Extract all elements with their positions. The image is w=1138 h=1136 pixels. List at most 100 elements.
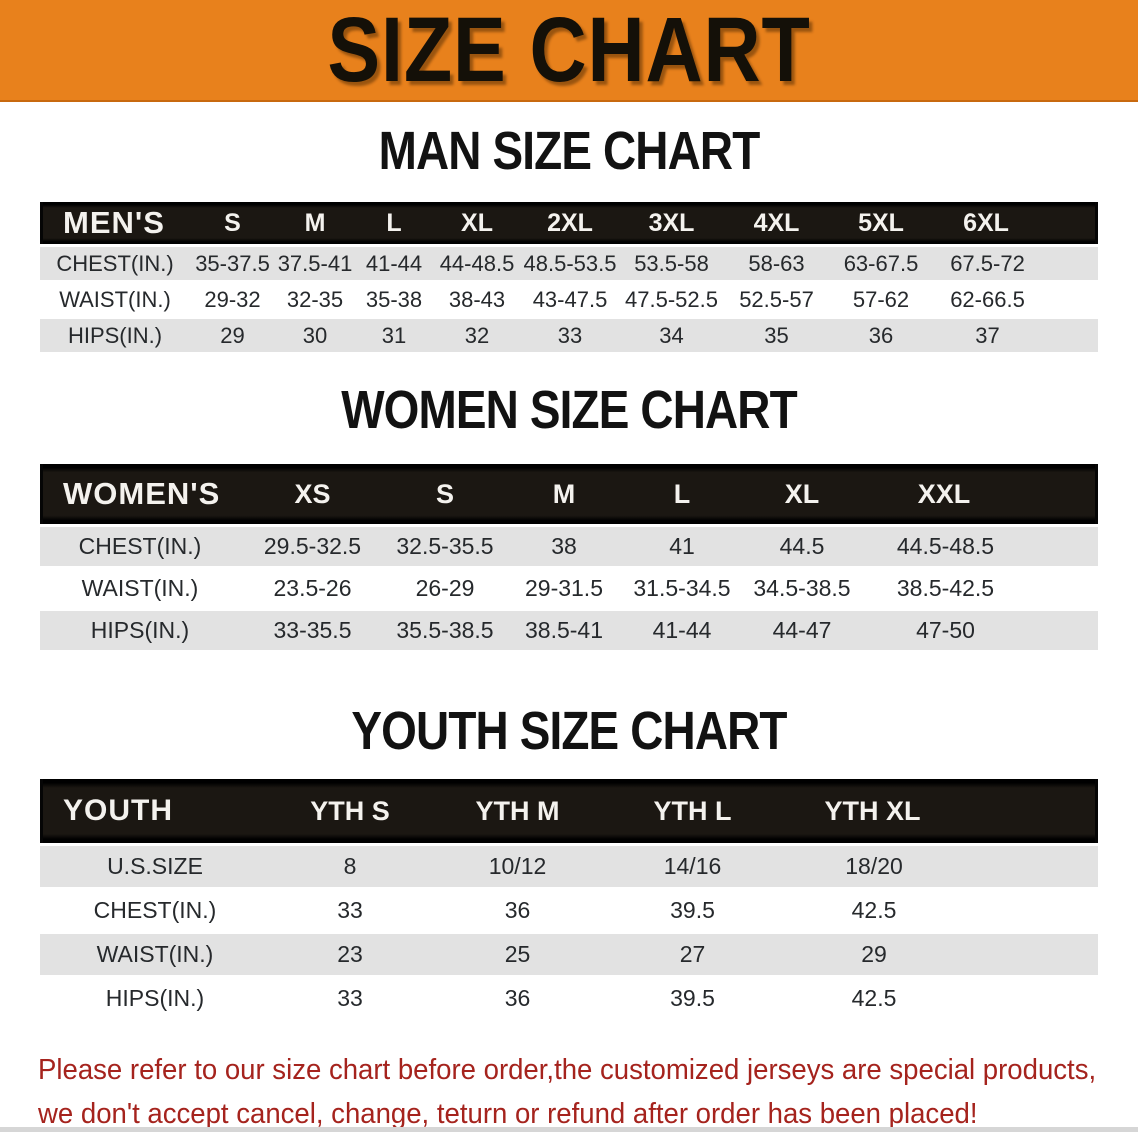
- size-value: 29-32: [204, 286, 261, 312]
- size-value: 29-31.5: [524, 575, 603, 601]
- women-size-table: WOMEN'S XS S M L XL XXL CHEST(IN.) 29.5-32.5 32.…: [40, 461, 1098, 653]
- column-header: YTH L: [605, 779, 780, 843]
- column-header: XL: [433, 202, 521, 244]
- column-header: L: [623, 464, 741, 524]
- size-value: 38-43: [448, 286, 506, 312]
- size-value: 38: [551, 533, 577, 559]
- page-title: SIZE CHART: [327, 0, 811, 101]
- table-row: CHEST(IN.) 29.5-32.5 32.5-35.5 38 41 44.5 44.5…: [40, 527, 1098, 566]
- row-label: CHEST(IN.): [56, 250, 174, 276]
- column-header: 2XL: [521, 202, 619, 244]
- table-header-label: WOMEN'S: [40, 464, 240, 524]
- men-section-heading: MAN SIZE CHART: [378, 121, 761, 181]
- size-value: 58-63: [748, 250, 805, 276]
- size-value: 33: [557, 322, 583, 348]
- size-value: 44.5: [779, 533, 825, 559]
- table-row: WAIST(IN.) 23.5-26 26-29 29-31.5 31.5-34.5 34…: [40, 569, 1098, 608]
- size-value: 67.5-72: [950, 250, 1025, 276]
- column-header: 6XL: [933, 202, 1098, 244]
- size-value: 34.5-38.5: [753, 575, 851, 601]
- size-value: 18/20: [845, 853, 903, 879]
- table-header-label: MEN'S: [40, 202, 190, 244]
- size-value: 43-47.5: [532, 286, 608, 312]
- size-value: 42.5: [851, 985, 897, 1011]
- size-value: 44-48.5: [439, 250, 515, 276]
- column-header: M: [505, 464, 623, 524]
- column-header: L: [355, 202, 433, 244]
- size-value: 44-47: [772, 617, 832, 643]
- size-value: 31.5-34.5: [633, 575, 731, 601]
- size-value: 35-38: [365, 286, 423, 312]
- size-value: 36: [868, 322, 894, 348]
- women-header-row: WOMEN'S XS S M L XL XXL: [40, 464, 1098, 524]
- youth-section-heading: YOUTH SIZE CHART: [351, 701, 787, 761]
- size-value: 10/12: [488, 853, 547, 879]
- women-section-heading: WOMEN SIZE CHART: [341, 380, 797, 440]
- size-value: 34: [659, 322, 684, 348]
- table-row: HIPS(IN.) 29 30 31 32 33 34 35 36 37: [40, 319, 1098, 352]
- column-header: S: [385, 464, 505, 524]
- size-value: 33: [337, 985, 363, 1011]
- size-value: 23: [337, 941, 363, 967]
- men-size-table: MEN'S S M L XL 2XL 3XL 4XL 5XL 6XL CHEST(IN.) 35-3…: [40, 199, 1098, 355]
- size-value: 41-44: [652, 617, 712, 643]
- column-header: XXL: [863, 464, 1098, 524]
- size-value: 35: [764, 322, 789, 348]
- notice-line-1: Please refer to our size chart before or…: [38, 1054, 1097, 1086]
- row-label: WAIST(IN.): [81, 575, 199, 601]
- size-value: 63-67.5: [843, 250, 919, 276]
- size-value: 42.5: [851, 897, 897, 923]
- size-value: 33: [337, 897, 363, 923]
- size-value: 39.5: [670, 897, 715, 923]
- size-value: 36: [504, 985, 531, 1011]
- row-label: CHEST(IN.): [78, 533, 202, 559]
- size-value: 37.5-41: [277, 250, 353, 276]
- row-label: WAIST(IN.): [59, 286, 171, 312]
- row-label: HIPS(IN.): [90, 617, 190, 643]
- men-header-row: MEN'S S M L XL 2XL 3XL 4XL 5XL 6XL: [40, 202, 1098, 244]
- size-value: 27: [679, 941, 706, 967]
- youth-size-table: YOUTH YTH S YTH M YTH L YTH XL U.S.SIZE 8 10/1…: [40, 776, 1098, 1022]
- size-value: 33-35.5: [273, 617, 352, 643]
- size-value: 32: [464, 322, 490, 348]
- size-value: 32-35: [286, 286, 344, 312]
- table-row: U.S.SIZE 8 10/12 14/16 18/20: [40, 846, 1098, 887]
- size-value: 48.5-53.5: [523, 250, 617, 276]
- size-value: 8: [343, 853, 357, 879]
- banner: SIZE CHART: [0, 0, 1138, 102]
- column-header: XL: [741, 464, 863, 524]
- column-header: YTH S: [270, 779, 430, 843]
- size-value: 38.5-41: [524, 617, 603, 643]
- order-notice: Please refer to our size chart before or…: [38, 1048, 1138, 1136]
- row-label: CHEST(IN.): [93, 897, 217, 923]
- column-header: 3XL: [619, 202, 724, 244]
- column-header: 4XL: [724, 202, 829, 244]
- column-header: M: [275, 202, 355, 244]
- size-value: 36: [504, 897, 531, 923]
- size-value: 35-37.5: [195, 250, 270, 276]
- size-value: 29: [220, 322, 245, 348]
- column-header: YTH M: [430, 779, 605, 843]
- size-value: 35.5-38.5: [396, 617, 494, 643]
- size-value: 31: [381, 322, 407, 348]
- table-row: WAIST(IN.) 29-32 32-35 35-38 38-43 43-47.5 47.…: [40, 283, 1098, 316]
- size-value: 32.5-35.5: [396, 533, 494, 559]
- size-value: 47.5-52.5: [625, 286, 718, 312]
- men-section: MAN SIZE CHART MEN'S S M L XL 2XL 3XL 4XL 5XL 6XL…: [0, 121, 1138, 355]
- row-label: HIPS(IN.): [67, 322, 163, 348]
- youth-header-row: YOUTH YTH S YTH M YTH L YTH XL: [40, 779, 1098, 843]
- size-value: 23.5-26: [273, 575, 352, 601]
- size-value: 41: [669, 533, 695, 559]
- table-row: CHEST(IN.) 33 36 39.5 42.5: [40, 890, 1098, 931]
- size-value: 37: [975, 322, 1000, 348]
- column-header: YTH XL: [780, 779, 1098, 843]
- size-value: 39.5: [670, 985, 715, 1011]
- size-value: 30: [302, 322, 328, 348]
- table-row: HIPS(IN.) 33 36 39.5 42.5: [40, 978, 1098, 1019]
- column-header: S: [190, 202, 275, 244]
- notice-line-2: we don't accept cancel, change, teturn o…: [38, 1098, 978, 1130]
- women-section: WOMEN SIZE CHART WOMEN'S XS S M L XL XXL CHEST…: [0, 380, 1138, 653]
- size-value: 38.5-42.5: [896, 575, 995, 601]
- size-value: 14/16: [663, 853, 722, 879]
